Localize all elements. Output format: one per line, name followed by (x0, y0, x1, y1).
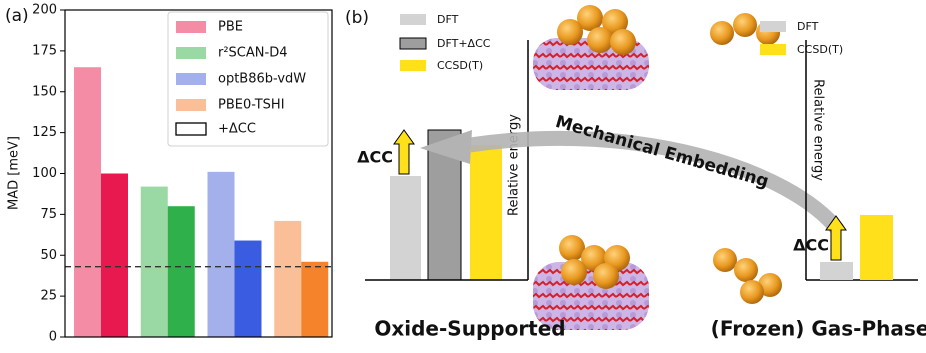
delta-label: ΔCC (793, 236, 829, 255)
legend-swatch (176, 99, 206, 111)
delta-arrow (393, 129, 415, 175)
y-tick-label: 25 (40, 289, 57, 304)
legend-label: CCSD(T) (797, 43, 843, 56)
legend-label: PBE0-TSHI (218, 98, 285, 113)
legend-label: PBE (218, 20, 243, 35)
bar (140, 186, 168, 337)
bar (234, 240, 262, 337)
axis-label: Relative energy (811, 79, 826, 181)
y-tick-label: 150 (32, 84, 57, 99)
axes-frame (64, 9, 333, 338)
legend-swatch (760, 44, 786, 55)
schematic-bar (820, 262, 853, 280)
oxide-slab (533, 262, 649, 330)
y-tick-label: 125 (32, 125, 57, 140)
y-tick-label: 175 (32, 43, 57, 58)
legend-swatch (760, 21, 786, 32)
schematic-bar (860, 215, 893, 280)
y-tick-label: 100 (32, 166, 57, 181)
legend-swatch (176, 21, 206, 33)
diagram: (b) DFT DFT+ΔCC CCSD(T) Relative energy … (345, 5, 926, 341)
legend-swatch (400, 14, 426, 25)
schematic-bar (390, 176, 421, 280)
embedding-arrow (468, 130, 844, 235)
legend-swatch (175, 122, 207, 136)
y-tick-label: 75 (40, 207, 57, 222)
bar (274, 220, 302, 337)
bar (167, 206, 195, 337)
legend-label: +ΔCC (218, 122, 256, 137)
caption: Oxide-Supported (374, 317, 565, 341)
legend-label: optB86b-vdW (218, 72, 306, 87)
y-tick-label: 200 (32, 3, 57, 18)
legend-swatch (399, 37, 427, 50)
legend-label: DFT (437, 13, 459, 26)
panel-label: (a) (5, 6, 29, 26)
bar (101, 173, 128, 337)
caption: (Frozen) Gas-Phase (711, 317, 926, 341)
arrow-label: Mechanical Embedding (553, 112, 771, 192)
bar (74, 67, 101, 337)
schematic-bar (470, 145, 502, 280)
legend-box (167, 11, 329, 147)
bar-chart: 0 25 50 75 100 125 150 175 200 PBE r²SCAN-D4 optB86… (32, 3, 333, 345)
delta-arrow (825, 215, 847, 261)
bar (301, 261, 329, 337)
y-tick-label: 50 (40, 248, 57, 263)
legend-swatch (176, 73, 206, 85)
delta-label: ΔCC (357, 148, 393, 167)
legend-swatch (176, 47, 206, 59)
legend-label: r²SCAN-D4 (218, 46, 287, 61)
axis-label: Relative energy (507, 114, 522, 216)
legend-label: DFT+ΔCC (437, 37, 491, 50)
bar (207, 171, 235, 337)
y-axis-label: MAD [meV] (7, 136, 22, 210)
panel-label: (b) (345, 8, 369, 28)
legend-swatch (400, 60, 426, 71)
y-tick-label: 0 (49, 330, 57, 345)
legend-label: DFT (797, 20, 819, 33)
embedding-arrowhead (420, 130, 472, 164)
legend-label: CCSD(T) (437, 59, 483, 72)
